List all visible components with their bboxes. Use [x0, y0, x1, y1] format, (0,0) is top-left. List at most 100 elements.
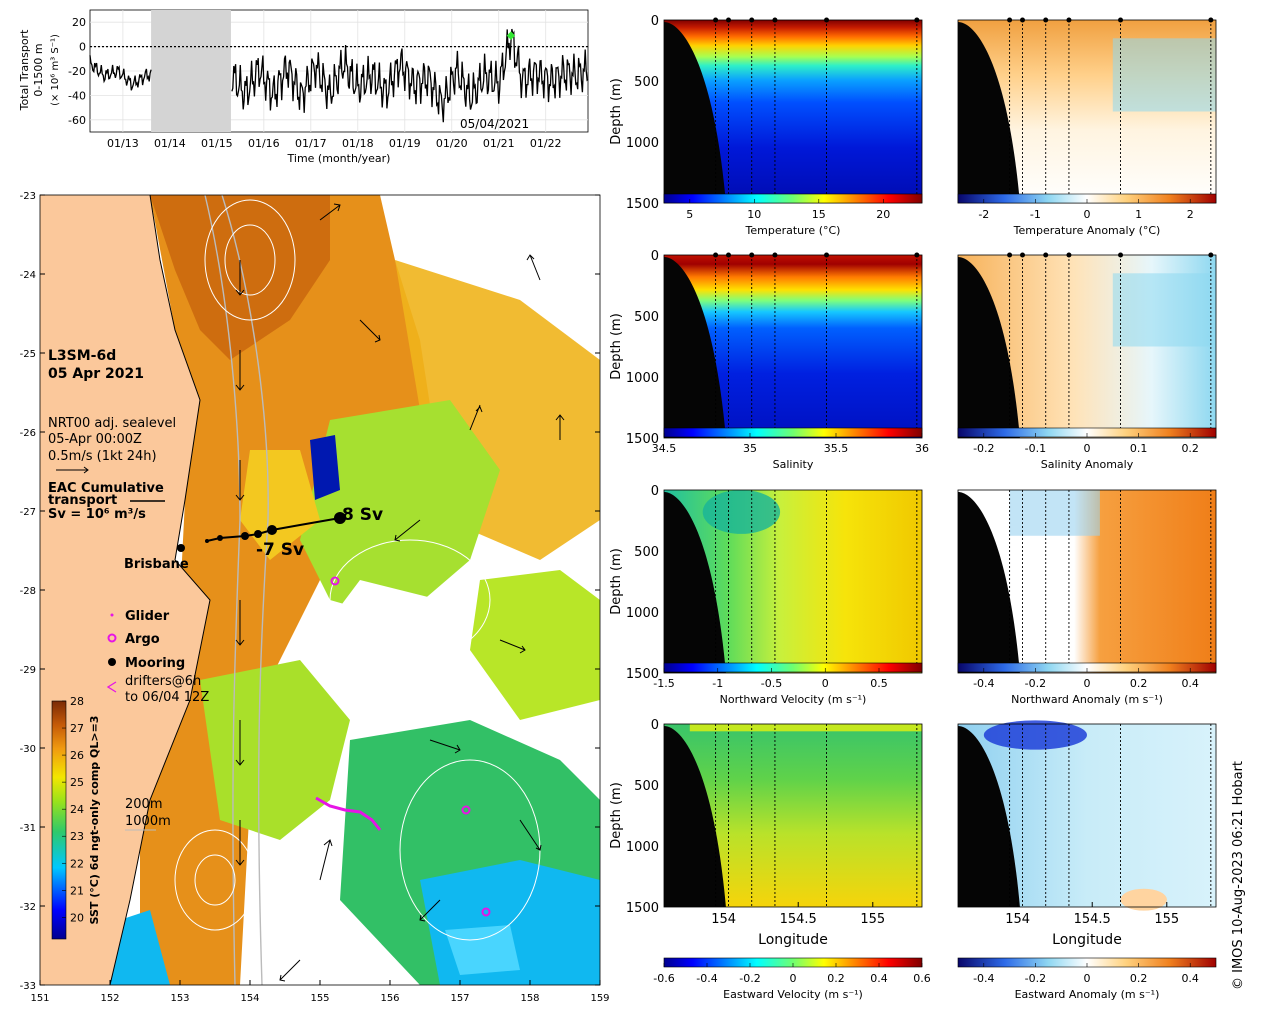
- map-ytick-label: -23: [20, 191, 36, 202]
- panel-colorbar-tick-label: -1.5: [653, 677, 674, 690]
- map-xtick-label: 155: [310, 993, 329, 1004]
- panel-frame: [663, 723, 923, 908]
- panel-colorbar-tick-label: -0.5: [761, 677, 782, 690]
- sst-colorbar-fill: [51, 700, 67, 940]
- transport-xlabel: Time (month/year): [287, 152, 391, 165]
- legend-mooring-label: Mooring: [125, 656, 185, 671]
- transport-xtick-label: 01/13: [107, 137, 139, 150]
- panel-colorbar-tick-label: 0.4: [870, 972, 888, 985]
- panel-colorbar-tick-label: -0.1: [1025, 442, 1046, 455]
- panel-colorbar-tick-label: -0.2: [739, 972, 760, 985]
- legend-argo-label: Argo: [125, 632, 160, 647]
- map-xtick-label: 153: [170, 993, 189, 1004]
- transport-xtick-label: 01/20: [436, 137, 468, 150]
- panel-ylabel: Depth (m): [609, 782, 624, 849]
- panel-ytick-label: 500: [634, 779, 659, 794]
- map-sla-contours: [174, 199, 541, 941]
- panel-frame: [957, 723, 1217, 908]
- panel-salinity_anomaly: -0.2 -0.1 0 0.1 0.2 Salinity Anomaly: [957, 252, 1217, 471]
- panel-colorbar-tick-label: 0.4: [1181, 677, 1199, 690]
- panel-frame: [957, 489, 1217, 674]
- map-xtick-label: 157: [450, 993, 469, 1004]
- panel-colorbar-label: Eastward Velocity (m s⁻¹): [723, 988, 863, 1001]
- panel-xtick-label: 154: [711, 912, 736, 927]
- transport-date-label: 05/04/2021: [460, 117, 529, 131]
- transport-ytick-label: 0: [79, 41, 86, 54]
- map-ytick-label: -25: [20, 349, 36, 360]
- map-ytick-label: -30: [20, 744, 36, 755]
- panel-field-patch: [689, 724, 922, 732]
- panel-colorbar-tick-label: 20: [876, 208, 890, 221]
- panel-colorbar-tick-label: 0.4: [1181, 972, 1199, 985]
- panel-colorbar-label: Salinity: [773, 458, 814, 471]
- panel-colorbar: [663, 193, 923, 204]
- panel-xtick-label: 154.5: [780, 912, 817, 927]
- map-info-line-1: NRT00 adj. sealevel: [48, 416, 176, 431]
- panel-bathymetry: [664, 492, 726, 673]
- panel-ylabel: Depth (m): [609, 78, 624, 145]
- panel-field-patch: [983, 720, 1087, 750]
- map-xtick-label: 152: [100, 993, 119, 1004]
- map-brisbane-marker: [177, 544, 185, 552]
- transport-xtick-label: 01/15: [201, 137, 233, 150]
- panel-colorbar-tick-label: 0: [790, 972, 797, 985]
- panel-colorbar-tick-label: -0.2: [973, 442, 994, 455]
- map-ytick-label: -29: [20, 665, 36, 676]
- panel-ytick-label: 500: [634, 310, 659, 325]
- panel-colorbar-tick-label: -0.4: [973, 972, 994, 985]
- panel-ytick-label: 500: [634, 75, 659, 90]
- panel-xtick-label: 154.5: [1074, 912, 1111, 927]
- panel-colorbar-tick-label: -1: [1030, 208, 1041, 221]
- sst-colorbar-tick-label: 24: [70, 803, 84, 816]
- map-ytick-label: -27: [20, 507, 36, 518]
- panel-colorbar-tick-label: 0: [1084, 677, 1091, 690]
- map-land: [40, 195, 210, 985]
- panel-colorbar-tick-label: 5: [686, 208, 693, 221]
- panel-field-patch: [1112, 273, 1216, 347]
- map-ytick-label: -24: [20, 270, 36, 281]
- panel-ytick-label: 1000: [626, 136, 659, 151]
- map-glider-track: [315, 796, 382, 831]
- map-city-label: Brisbane: [124, 557, 189, 572]
- map-transport-line-2: transport: [48, 493, 117, 508]
- panel-eastward_velocity: 0 500 1000 1500 Depth (m) -0.6 -0.4 -0.2 0 0.2 0.4…: [609, 718, 931, 1001]
- legend-glider-marker: [110, 613, 114, 617]
- panel-bathymetry: [958, 257, 1020, 438]
- panel-xlabel: Longitude: [1052, 932, 1122, 948]
- panel-colorbar-tick-label: 1: [1135, 208, 1142, 221]
- copyright-notice: © IMOS 10-Aug-2023 06:21 Hobart: [1231, 761, 1246, 990]
- panel-ytick-label: 1000: [626, 371, 659, 386]
- panel-bathymetry: [664, 257, 726, 438]
- panel-temperature_anomaly: -2 -1 0 1 2 Temperature Anomaly (°C): [957, 17, 1217, 237]
- panel-ytick-label: 500: [634, 545, 659, 560]
- map-xticks: 151 152 153 154 155 156 157 158 159: [30, 980, 610, 1004]
- panel-salinity: 0 500 1000 1500 Depth (m) 34.5 35 35.5 36 Salinit…: [609, 249, 929, 471]
- transport-series-line: [89, 28, 589, 123]
- map-info-line-2: 05-Apr 00:00Z: [48, 432, 142, 447]
- panel-colorbar-label: Salinity Anomaly: [1041, 458, 1134, 471]
- transport-ytick-label: -60: [68, 114, 86, 127]
- panel-ylabel: Depth (m): [609, 313, 624, 380]
- map-info-line-3: 0.5m/s (1kt 24h): [48, 449, 157, 464]
- panel-colorbar-tick-label: 0.5: [870, 677, 888, 690]
- panel-colorbar-label: Northward Velocity (m s⁻¹): [720, 693, 867, 706]
- panel-colorbar-tick-label: -0.4: [696, 972, 717, 985]
- panel-colorbar-tick-label: 0: [1084, 208, 1091, 221]
- transport-xtick-label: 01/16: [248, 137, 280, 150]
- transport-xtick-label: 01/21: [483, 137, 515, 150]
- map-transport-line-1: EAC Cumulative: [48, 481, 164, 496]
- panel-colorbar-tick-label: -0.4: [973, 677, 994, 690]
- panel-ytick-label: 1000: [626, 606, 659, 621]
- panel-bathymetry: [958, 22, 1020, 203]
- transport-current-marker: [506, 31, 516, 40]
- sst-colorbar-tick-label: 27: [70, 722, 84, 735]
- panel-ytick-label: 1000: [626, 840, 659, 855]
- map-mooring-array: [205, 512, 346, 543]
- panel-field-patch: [1112, 38, 1216, 112]
- panel-colorbar-label: Temperature (°C): [745, 224, 841, 237]
- legend-drifter-marker: [106, 681, 117, 693]
- panel-ylabel: Depth (m): [609, 548, 624, 615]
- map-ytick-label: -33: [20, 981, 36, 992]
